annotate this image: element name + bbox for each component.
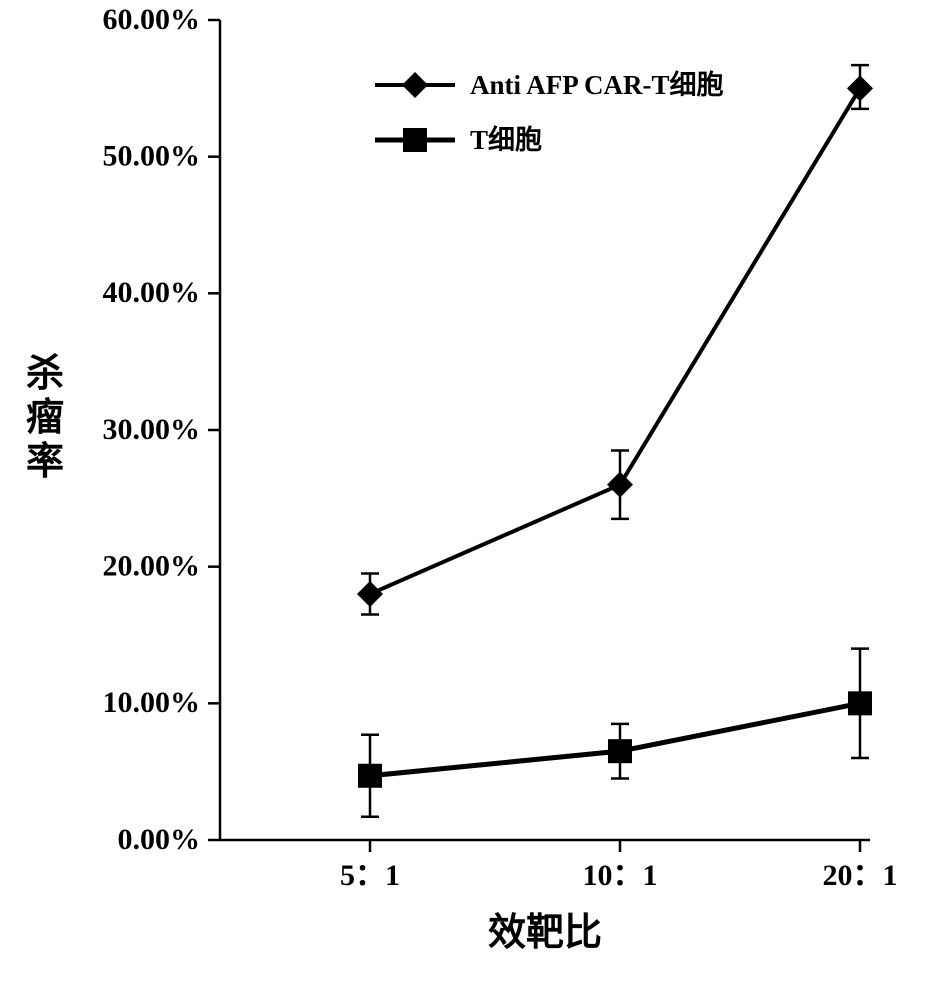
x-tick-label: 10：1 — [583, 859, 658, 892]
y-tick-label: 40.00% — [103, 276, 201, 309]
square-marker — [848, 691, 872, 715]
x-tick-label: 20：1 — [823, 859, 898, 892]
diamond-marker — [402, 72, 428, 98]
diamond-marker — [847, 75, 873, 101]
diamond-marker — [357, 581, 383, 607]
y-tick-label: 10.00% — [103, 686, 201, 719]
square-marker — [403, 128, 427, 152]
y-tick-label: 50.00% — [103, 140, 201, 173]
square-marker — [358, 764, 382, 788]
y-axis-label: 杀 — [26, 353, 64, 395]
y-tick-label: 30.00% — [103, 413, 201, 446]
y-tick-label: 20.00% — [103, 550, 201, 583]
y-tick-label: 0.00% — [118, 823, 201, 856]
x-axis-label: 效靶比 — [488, 912, 602, 954]
diamond-marker — [607, 472, 633, 498]
chart-container: 0.00% 10.00% 20.00% 30.00% 40.00% 50.00% 60.00… — [0, 0, 935, 1000]
legend-label: T细胞 — [470, 124, 542, 155]
y-axis-label: 瘤 — [26, 397, 64, 439]
square-marker — [608, 739, 632, 763]
legend-label: Anti AFP CAR-T细胞 — [470, 69, 724, 100]
x-tick-label: 5：1 — [340, 859, 400, 892]
line-chart: 0.00% 10.00% 20.00% 30.00% 40.00% 50.00% 60.00… — [0, 0, 935, 1000]
y-axis-label: 率 — [26, 441, 64, 483]
y-tick-label: 60.00% — [103, 3, 201, 36]
